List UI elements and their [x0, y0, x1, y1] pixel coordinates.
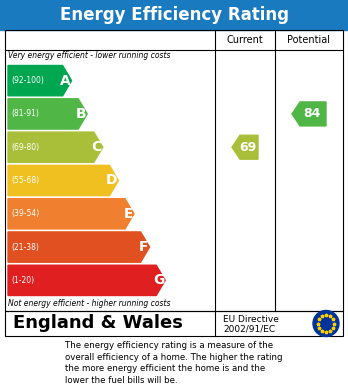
Text: (69-80): (69-80) [11, 143, 39, 152]
Text: D: D [106, 174, 117, 188]
Bar [5, 30, 343, 311]
Text: B: B [76, 107, 86, 121]
Text: Energy Efficiency Rating: Energy Efficiency Rating [60, 6, 288, 24]
Text: (55-68): (55-68) [11, 176, 39, 185]
Text: Not energy efficient - higher running costs: Not energy efficient - higher running co… [8, 300, 171, 308]
Polygon shape [8, 265, 165, 296]
Polygon shape [292, 102, 326, 126]
Text: A: A [60, 74, 71, 88]
Polygon shape [8, 165, 118, 196]
Polygon shape [8, 132, 103, 162]
Text: The energy efficiency rating is a measure of the
overall efficiency of a home. T: The energy efficiency rating is a measur… [65, 341, 283, 385]
Text: (1-20): (1-20) [11, 276, 34, 285]
Polygon shape [8, 99, 87, 129]
Text: C: C [92, 140, 102, 154]
Text: Current: Current [227, 35, 263, 45]
Polygon shape [8, 232, 150, 262]
Text: (21-38): (21-38) [11, 242, 39, 251]
Bar [0, 0, 348, 30]
Text: Potential: Potential [287, 35, 331, 45]
Polygon shape [232, 135, 258, 159]
Text: F: F [139, 240, 149, 254]
Text: 2002/91/EC: 2002/91/EC [223, 324, 275, 333]
Circle shape [313, 310, 339, 337]
Text: (92-100): (92-100) [11, 76, 44, 85]
Text: (81-91): (81-91) [11, 109, 39, 118]
Text: (39-54): (39-54) [11, 209, 39, 218]
Text: 84: 84 [303, 108, 321, 120]
Polygon shape [8, 199, 134, 229]
Text: G: G [153, 273, 164, 287]
Text: England & Wales: England & Wales [13, 314, 183, 332]
Text: E: E [124, 207, 133, 221]
Text: EU Directive: EU Directive [223, 315, 279, 324]
Text: Very energy efficient - lower running costs: Very energy efficient - lower running co… [8, 52, 171, 61]
Polygon shape [8, 66, 72, 96]
Bar [5, 311, 343, 336]
Text: 69: 69 [239, 141, 256, 154]
